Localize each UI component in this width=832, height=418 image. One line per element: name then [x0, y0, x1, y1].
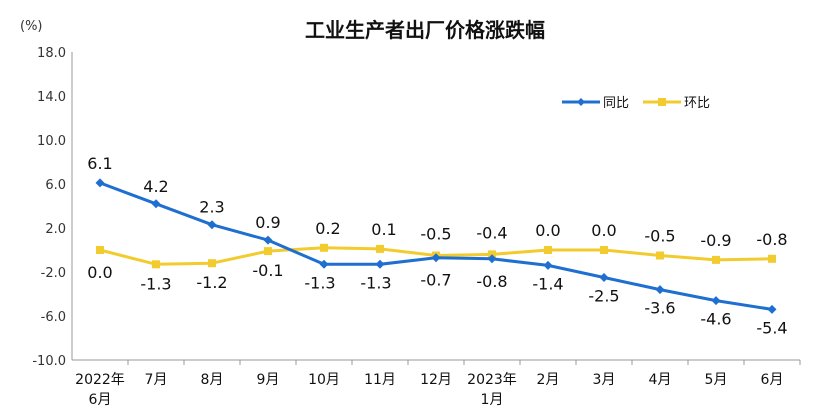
x-tick-label: 3月 [593, 372, 616, 388]
data-label-yoy: -4.6 [700, 310, 731, 329]
y-tick-label: 10.0 [37, 134, 66, 149]
x-tick-label: 5月 [705, 372, 728, 388]
x-tick-label: 2022年 [75, 372, 125, 388]
data-label-mom: -0.8 [756, 230, 787, 249]
data-label-yoy: 4.2 [143, 177, 168, 196]
y-tick-label: 14.0 [37, 90, 66, 105]
data-point-yoy [375, 259, 385, 269]
x-tick-label: 2023年 [467, 372, 517, 388]
data-point-mom [768, 254, 776, 263]
data-label-mom: -0.4 [476, 223, 507, 242]
data-label-yoy: -1.3 [360, 273, 391, 292]
data-point-yoy [319, 259, 329, 269]
data-label-mom: 0.1 [371, 220, 396, 239]
data-point-yoy [543, 260, 553, 270]
data-label-mom: -0.5 [644, 227, 675, 246]
data-point-mom [544, 246, 552, 254]
y-tick-label: 6.0 [45, 178, 66, 193]
data-label-yoy: 0.9 [255, 213, 280, 232]
legend-item-mom: 环比 [643, 96, 710, 111]
data-point-mom [320, 243, 328, 252]
data-point-mom [656, 251, 664, 260]
legend-marker-yoy [577, 98, 585, 106]
y-tick-label: -6.0 [41, 310, 66, 325]
data-point-yoy [767, 304, 777, 314]
data-label-yoy: -1.4 [532, 274, 563, 293]
data-point-yoy [599, 273, 609, 282]
data-label-mom: -0.1 [252, 261, 283, 280]
data-point-yoy [95, 178, 105, 188]
data-point-yoy [655, 285, 665, 295]
y-tick-label: -2.0 [41, 266, 66, 281]
series-lines [95, 178, 777, 314]
y-tick-label: 18.0 [37, 46, 66, 61]
x-tick-label: 6月 [89, 392, 112, 408]
data-label-mom: -0.5 [420, 225, 451, 244]
legend-marker-mom [658, 98, 666, 106]
legend-label-mom: 环比 [684, 96, 710, 111]
x-tick-label: 10月 [308, 372, 340, 388]
data-point-yoy [207, 220, 217, 230]
data-label-yoy: 6.1 [87, 154, 112, 173]
data-point-yoy [711, 296, 721, 306]
data-point-yoy [263, 235, 273, 245]
chart-title: 工业生产者出厂价格涨跌幅 [305, 18, 545, 42]
data-label-mom: 0.0 [591, 221, 616, 240]
data-label-mom: -0.9 [700, 231, 731, 250]
data-label-yoy: -3.6 [644, 299, 675, 318]
y-tick-label: -10.0 [32, 354, 66, 369]
data-point-mom [712, 255, 720, 264]
data-point-mom [152, 260, 160, 269]
data-label-yoy: -2.5 [588, 287, 619, 306]
x-tick-label: 2月 [537, 372, 560, 388]
data-labels: 6.1 4.2 2.3 0.9 -1.3 -1.3 -0.7 -0.8 -1.4 -2.5 -3.6… [87, 154, 787, 338]
data-label-yoy: -0.7 [420, 271, 451, 290]
data-label-yoy: -5.4 [756, 318, 787, 337]
data-label-mom: 0.0 [87, 263, 112, 282]
y-axis-unit-label: (%) [20, 19, 43, 34]
x-tick-label: 11月 [364, 372, 396, 388]
x-tick-label: 1月 [481, 392, 504, 408]
x-tick-label: 4月 [649, 372, 672, 388]
x-tick-label: 9月 [257, 372, 280, 388]
x-tick-labels: 2022年 6月 7月 8月 9月 10月 11月 12月 2023年 1月 2月 3月 4月 5月 6月 [75, 360, 801, 408]
data-point-mom [376, 244, 384, 253]
data-point-mom [208, 259, 216, 268]
legend-label-yoy: 同比 [603, 96, 629, 111]
data-label-mom: -1.3 [140, 274, 171, 293]
legend: 同比 环比 [562, 96, 710, 111]
x-tick-label: 7月 [145, 372, 168, 388]
data-point-yoy [487, 254, 497, 264]
x-tick-label: 8月 [201, 372, 224, 388]
y-tick-labels: 18.0 14.0 10.0 6.0 2.0 -2.0 -6.0 -10.0 [32, 46, 66, 369]
data-label-yoy: -1.3 [304, 273, 335, 292]
data-point-mom [96, 246, 104, 254]
y-tick-label: 2.0 [45, 222, 66, 237]
data-point-yoy [431, 253, 441, 263]
data-point-mom [264, 247, 272, 256]
x-tick-label: 6月 [761, 372, 784, 388]
data-label-mom: -1.2 [196, 273, 227, 292]
data-point-mom [600, 246, 608, 254]
data-label-mom: 0.2 [315, 219, 340, 238]
legend-item-yoy: 同比 [562, 96, 629, 111]
data-point-yoy [151, 199, 161, 209]
data-label-yoy: 2.3 [199, 198, 224, 217]
x-tick-label: 12月 [420, 372, 452, 388]
data-label-mom: 0.0 [535, 221, 560, 240]
data-label-yoy: -0.8 [476, 272, 507, 291]
